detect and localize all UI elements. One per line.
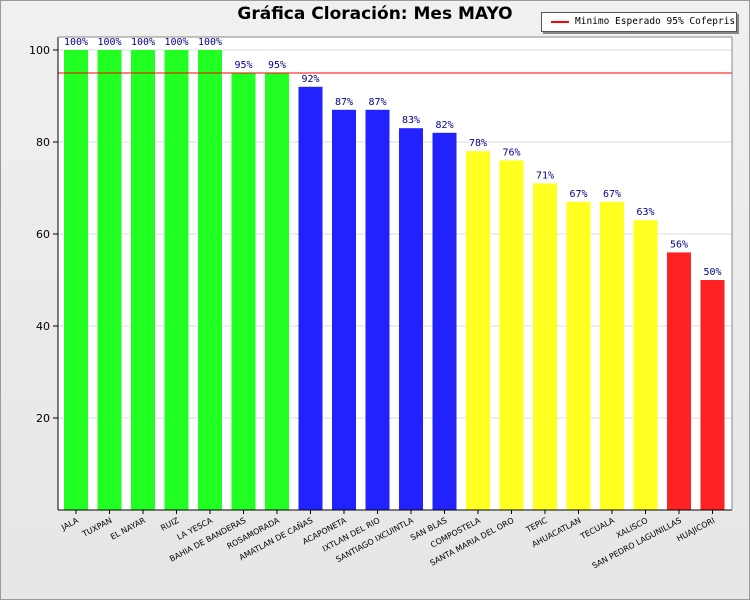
- value-label: 71%: [536, 170, 554, 181]
- value-label: 78%: [469, 138, 487, 149]
- value-label: 83%: [402, 115, 420, 126]
- value-label: 67%: [569, 189, 587, 200]
- bar: [231, 73, 256, 510]
- bar: [198, 50, 222, 510]
- grid-lines: [58, 37, 732, 510]
- bar: [399, 128, 423, 510]
- bar: [64, 50, 88, 510]
- value-label: 87%: [335, 97, 353, 108]
- legend-label: Minimo Esperado 95% Cofepris: [575, 16, 736, 27]
- bar: [365, 109, 390, 511]
- value-label: 95%: [234, 60, 252, 71]
- x-tick-label: HUAJICORI: [675, 516, 716, 544]
- bar: [499, 160, 524, 510]
- bar: [97, 50, 122, 510]
- bars: [64, 50, 725, 511]
- bar: [332, 109, 356, 511]
- y-tick-label: 80: [36, 136, 50, 149]
- x-tick-label: TECUALA: [578, 516, 616, 542]
- value-label: 100%: [164, 37, 188, 48]
- x-tick-label: TEPIC: [524, 516, 550, 535]
- x-tick-label: RUIZ: [159, 516, 181, 533]
- bar: [164, 50, 189, 510]
- value-label: 56%: [670, 239, 688, 250]
- value-label: 100%: [198, 37, 222, 48]
- value-label: 100%: [97, 37, 121, 48]
- value-label: 82%: [435, 120, 453, 131]
- bar: [633, 220, 658, 510]
- bar: [265, 73, 289, 510]
- bar: [131, 50, 155, 510]
- y-tick-label: 100: [29, 44, 50, 57]
- plot-background: [58, 37, 732, 510]
- y-tick-label: 20: [36, 412, 50, 425]
- bar: [667, 252, 691, 510]
- value-label: 100%: [131, 37, 155, 48]
- value-label: 67%: [603, 189, 621, 200]
- y-tick-label: 40: [36, 320, 50, 333]
- bar: [466, 151, 490, 510]
- legend-swatch: [551, 20, 569, 23]
- value-label: 87%: [368, 97, 386, 108]
- chart-title: Gráfica Cloración: Mes MAYO: [237, 4, 513, 24]
- legend: Minimo Esperado 95% Cofepris: [541, 12, 737, 32]
- value-label: 63%: [636, 207, 654, 218]
- value-label: 76%: [502, 147, 520, 158]
- bar: [600, 201, 624, 511]
- bar: [432, 132, 457, 511]
- y-tick-label: 60: [36, 228, 50, 241]
- bar: [533, 183, 557, 510]
- value-labels: 100% 100% 100% 100% 100% 95% 95% 92% 87% 87% 83% 82…: [64, 37, 722, 278]
- bar: [700, 280, 725, 510]
- x-tick-label: JALA: [59, 516, 80, 533]
- value-label: 100%: [64, 37, 88, 48]
- value-label: 92%: [301, 74, 319, 85]
- bar: [566, 201, 591, 511]
- bar: [298, 86, 323, 511]
- value-label: 95%: [268, 60, 286, 71]
- x-tick-label: EL NAYAR: [109, 516, 147, 542]
- value-label: 50%: [703, 267, 721, 278]
- x-tick-label: TUXPAN: [80, 516, 113, 539]
